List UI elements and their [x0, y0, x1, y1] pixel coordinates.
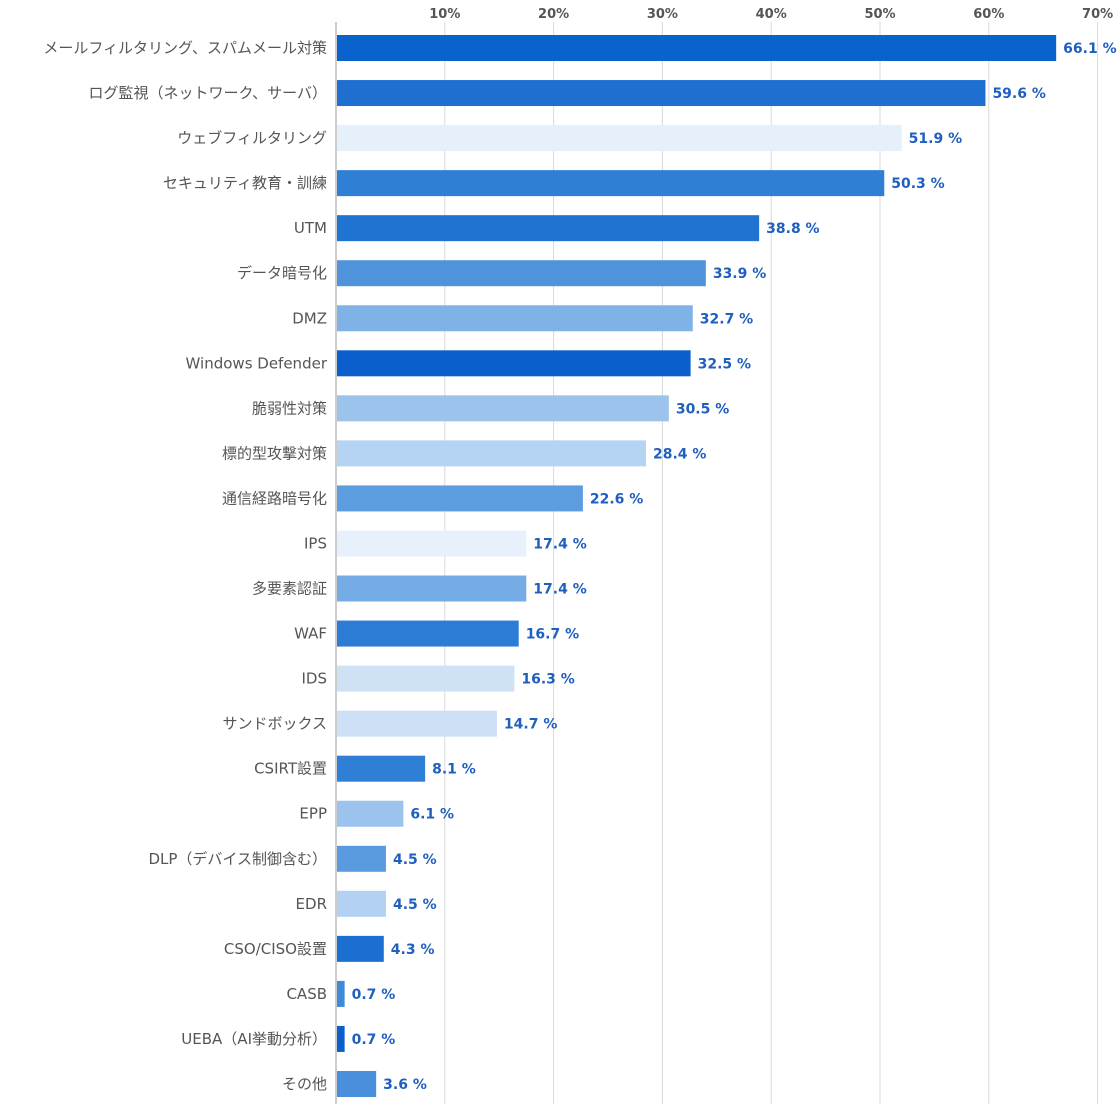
- x-tick-labels: 10% 20% 30% 40% 50% 60% 70%: [429, 7, 1113, 22]
- bar: [337, 665, 515, 692]
- value-label: 32.5 %: [698, 356, 751, 372]
- category-label: サンドボックス: [222, 715, 327, 733]
- category-label: その他: [282, 1075, 327, 1093]
- value-label: 38.8 %: [766, 221, 819, 237]
- value-label: 22.6 %: [590, 491, 643, 507]
- bar: [337, 755, 426, 782]
- value-label: 4.5 %: [393, 852, 437, 868]
- bar: [337, 575, 527, 602]
- category-label: IPS: [304, 534, 327, 552]
- bar: [337, 845, 386, 872]
- category-label: 通信経路暗号化: [222, 489, 327, 507]
- value-label: 8.1 %: [432, 762, 476, 778]
- value-label: 17.4 %: [533, 582, 586, 598]
- category-label: 標的型攻撃対策: [222, 444, 327, 462]
- category-label: UTM: [294, 219, 327, 237]
- value-label: 33.9 %: [713, 266, 766, 282]
- value-label: 51.9 %: [909, 131, 962, 147]
- category-label: ウェブフィルタリング: [177, 129, 327, 147]
- category-label: Windows Defender: [186, 354, 328, 372]
- bar: [337, 710, 497, 737]
- x-tick-label: 10%: [429, 7, 460, 22]
- bar: [337, 125, 902, 152]
- bar: [337, 350, 691, 377]
- value-label: 66.1 %: [1063, 41, 1116, 57]
- bar: [337, 260, 706, 287]
- category-label: IDS: [302, 670, 328, 688]
- category-label: メールフィルタリング、スパムメール対策: [43, 39, 327, 57]
- bar: [337, 170, 885, 197]
- x-tick-label: 60%: [973, 7, 1004, 22]
- value-label: 16.3 %: [521, 672, 574, 688]
- value-label: 32.7 %: [700, 311, 753, 327]
- category-label: DLP（デバイス制御含む）: [148, 850, 327, 868]
- bar: [337, 890, 386, 917]
- value-label: 50.3 %: [891, 176, 944, 192]
- value-label: 16.7 %: [526, 627, 579, 643]
- bar: [337, 440, 646, 467]
- value-label: 6.1 %: [410, 807, 454, 823]
- value-label: 0.7 %: [352, 1032, 396, 1048]
- bar: [337, 35, 1057, 61]
- category-label: WAF: [294, 625, 327, 643]
- bar: [337, 215, 760, 242]
- category-label: 脆弱性対策: [252, 399, 327, 417]
- category-label: ログ監視（ネットワーク、サーバ）: [88, 84, 327, 102]
- bar: [337, 800, 404, 827]
- category-label: CSO/CISO設置: [224, 940, 327, 958]
- category-label: 多要素認証: [252, 580, 327, 598]
- bar: [337, 1025, 345, 1052]
- value-label: 28.4 %: [653, 446, 706, 462]
- grid-lines: [444, 22, 1099, 1104]
- value-label: 0.7 %: [352, 987, 396, 1003]
- bar: [337, 935, 384, 962]
- x-tick-label: 30%: [647, 7, 678, 22]
- value-label: 17.4 %: [533, 536, 586, 552]
- value-label: 4.3 %: [391, 942, 435, 958]
- bar: [337, 1071, 377, 1097]
- x-tick-label: 40%: [756, 7, 787, 22]
- x-tick-label: 50%: [864, 7, 895, 22]
- category-label: UEBA（AI挙動分析）: [181, 1030, 327, 1048]
- category-label: EDR: [296, 895, 327, 913]
- category-label: CASB: [286, 985, 327, 1003]
- category-label: CSIRT設置: [254, 760, 327, 778]
- x-tick-label: 70%: [1082, 7, 1113, 22]
- bar: [337, 485, 583, 512]
- value-label: 14.7 %: [504, 717, 557, 733]
- bars: [337, 35, 1057, 1097]
- bar: [337, 80, 986, 107]
- value-labels: 66.1 % 59.6 % 51.9 % 50.3 % 38.8 % 33.9 % 32.7…: [352, 41, 1117, 1093]
- category-label: EPP: [299, 805, 327, 823]
- value-label: 4.5 %: [393, 897, 437, 913]
- bar: [337, 395, 669, 422]
- category-label: データ暗号化: [237, 264, 327, 282]
- value-label: 30.5 %: [676, 401, 729, 417]
- category-label: セキュリティ教育・訓練: [163, 174, 327, 192]
- bar: [337, 530, 527, 557]
- bar: [337, 980, 345, 1007]
- value-label: 3.6 %: [383, 1077, 427, 1093]
- value-label: 59.6 %: [992, 86, 1045, 102]
- bar: [337, 305, 693, 332]
- bar: [337, 620, 519, 647]
- x-tick-label: 20%: [538, 7, 569, 22]
- category-label: DMZ: [292, 309, 327, 327]
